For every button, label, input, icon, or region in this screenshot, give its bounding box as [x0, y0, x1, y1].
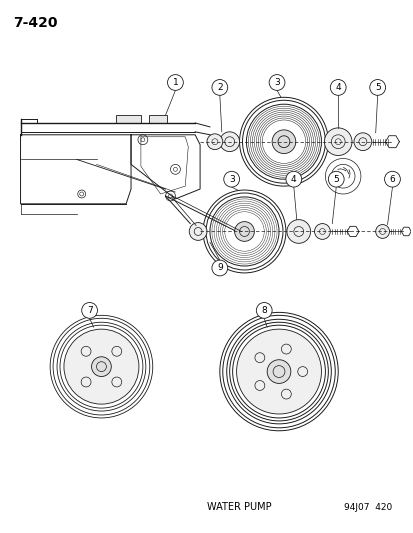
Circle shape: [211, 79, 227, 95]
Text: 4: 4: [290, 175, 296, 184]
Circle shape: [266, 360, 290, 383]
Circle shape: [353, 133, 371, 151]
Circle shape: [91, 357, 111, 376]
Circle shape: [219, 132, 239, 151]
Circle shape: [189, 223, 206, 240]
FancyBboxPatch shape: [148, 115, 166, 123]
Text: 5: 5: [332, 175, 338, 184]
Circle shape: [256, 303, 271, 318]
Text: 1: 1: [172, 78, 178, 87]
Text: 3: 3: [273, 78, 279, 87]
Circle shape: [285, 171, 301, 187]
Circle shape: [223, 171, 239, 187]
Text: 94J07  420: 94J07 420: [343, 503, 391, 512]
Circle shape: [384, 171, 399, 187]
Text: 6: 6: [389, 175, 394, 184]
Circle shape: [324, 128, 351, 156]
Circle shape: [268, 75, 284, 91]
Text: 3: 3: [228, 175, 234, 184]
Circle shape: [206, 134, 222, 150]
Circle shape: [328, 171, 343, 187]
Text: 4: 4: [335, 83, 340, 92]
Text: WATER PUMP: WATER PUMP: [207, 502, 271, 512]
Text: 8: 8: [261, 306, 266, 315]
FancyBboxPatch shape: [116, 115, 140, 123]
Text: 7: 7: [86, 306, 92, 315]
Circle shape: [234, 222, 254, 241]
Circle shape: [167, 75, 183, 91]
Circle shape: [369, 79, 385, 95]
Circle shape: [286, 220, 310, 244]
Text: 2: 2: [216, 83, 222, 92]
Circle shape: [271, 130, 295, 154]
Circle shape: [375, 224, 389, 238]
Circle shape: [236, 329, 320, 414]
Circle shape: [64, 329, 139, 404]
Circle shape: [330, 79, 345, 95]
Text: 5: 5: [374, 83, 380, 92]
Circle shape: [211, 260, 227, 276]
Text: 7-420: 7-420: [13, 17, 57, 30]
Text: 9: 9: [216, 263, 222, 272]
Circle shape: [314, 223, 330, 239]
Circle shape: [81, 303, 97, 318]
